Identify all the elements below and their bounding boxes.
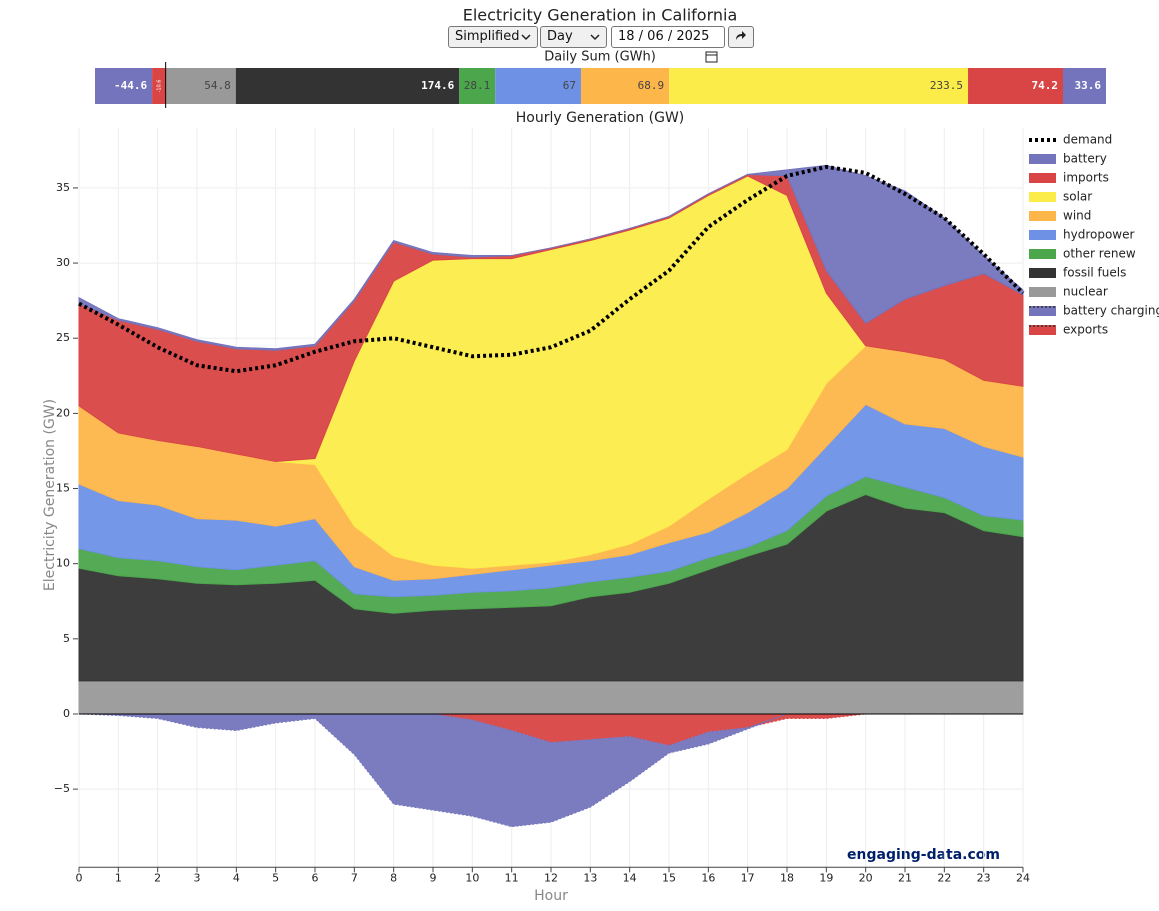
legend-label: hydropower bbox=[1063, 228, 1134, 242]
y-tick-label: 35 bbox=[56, 181, 70, 194]
hourly-title: Hourly Generation (GW) bbox=[516, 110, 685, 126]
legend-swatch bbox=[1029, 192, 1056, 202]
area bbox=[78, 713, 1023, 828]
legend-label: wind bbox=[1063, 209, 1091, 223]
period-value: Day bbox=[547, 29, 573, 44]
legend-label: demand bbox=[1063, 133, 1112, 147]
daily-segment bbox=[459, 68, 496, 104]
area bbox=[78, 680, 1024, 715]
x-axis-title: Hour bbox=[534, 888, 568, 904]
y-tick-label: 5 bbox=[63, 632, 70, 645]
daily-segment bbox=[669, 68, 969, 104]
area bbox=[79, 713, 1023, 747]
x-tick-label: 7 bbox=[351, 871, 358, 884]
daily-label: 28.1 bbox=[464, 79, 491, 92]
y-axis-title: Electricity Generation (GW) bbox=[42, 399, 58, 591]
x-tick-label: 3 bbox=[194, 871, 201, 884]
area bbox=[78, 164, 1024, 351]
legend-label: imports bbox=[1063, 171, 1109, 185]
x-tick-label: 12 bbox=[544, 871, 558, 884]
x-tick-label: 10 bbox=[465, 871, 479, 884]
legend-swatch bbox=[1029, 268, 1056, 278]
calendar-icon bbox=[705, 51, 718, 63]
daily-segment bbox=[495, 68, 581, 104]
daily-segment bbox=[165, 68, 236, 104]
x-tick-label: 11 bbox=[505, 871, 519, 884]
legend-label: fossil fuels bbox=[1063, 266, 1126, 280]
legend-swatch bbox=[1029, 306, 1056, 316]
demand-line bbox=[78, 164, 1025, 374]
y-tick-label: 20 bbox=[56, 406, 70, 419]
daily-segment bbox=[580, 68, 670, 104]
chevron bbox=[590, 34, 600, 41]
x-tick-label: 0 bbox=[76, 871, 83, 884]
x-tick-label: 20 bbox=[859, 871, 873, 884]
watermark: engaging-data.com bbox=[847, 847, 1000, 863]
y-tick-label: 10 bbox=[56, 557, 70, 570]
chevron bbox=[521, 34, 531, 41]
mode-select[interactable]: Simplified bbox=[448, 26, 538, 48]
share-button[interactable] bbox=[728, 26, 754, 48]
x-tick-label: 13 bbox=[583, 871, 597, 884]
page-title: Electricity Generation in California bbox=[463, 6, 738, 25]
legend-swatch bbox=[1029, 249, 1056, 259]
x-tick-label: 6 bbox=[312, 871, 319, 884]
daily-label: -44.6 bbox=[114, 79, 147, 92]
date-input[interactable]: 18 / 06 / 2025 bbox=[611, 26, 725, 63]
x-tick-label: 16 bbox=[701, 871, 715, 884]
x-tick-label: 21 bbox=[898, 871, 912, 884]
x-tick-label: 15 bbox=[662, 871, 676, 884]
daily-label: 54.8 bbox=[204, 79, 231, 92]
legend-label: exports bbox=[1063, 323, 1108, 337]
daily-label: 174.6 bbox=[421, 79, 454, 92]
date-value: 18 / 06 / 2025 bbox=[618, 29, 710, 44]
x-tick-label: 17 bbox=[741, 871, 755, 884]
daily-segment bbox=[968, 68, 1063, 104]
legend-swatch bbox=[1029, 287, 1056, 297]
daily-label: 74.2 bbox=[1031, 79, 1058, 92]
legend-label: battery bbox=[1063, 152, 1107, 166]
x-tick-label: 2 bbox=[154, 871, 161, 884]
legend-swatch bbox=[1029, 325, 1056, 335]
daily-label: 67 bbox=[563, 79, 576, 92]
y-tick-label: 15 bbox=[56, 482, 70, 495]
legend-swatch bbox=[1029, 173, 1056, 183]
legend-label: battery charging bbox=[1063, 304, 1159, 318]
legend-label: solar bbox=[1063, 190, 1092, 204]
x-tick-label: 8 bbox=[390, 871, 397, 884]
x-tick-label: 24 bbox=[1016, 871, 1030, 884]
daily-label: 233.5 bbox=[930, 79, 963, 92]
x-tick-label: 14 bbox=[623, 871, 637, 884]
legend-label: nuclear bbox=[1063, 285, 1108, 299]
daily-segment bbox=[152, 68, 166, 104]
y-tick-label: 30 bbox=[56, 256, 70, 269]
x-tick-label: 4 bbox=[233, 871, 240, 884]
daily-label: -10.6 bbox=[156, 80, 162, 93]
x-tick-label: 5 bbox=[272, 871, 279, 884]
x-tick-label: 9 bbox=[430, 871, 437, 884]
share-icon bbox=[736, 31, 746, 40]
x-tick-label: 23 bbox=[977, 871, 991, 884]
mode-value: Simplified bbox=[455, 29, 520, 44]
daily-segment bbox=[235, 68, 460, 104]
x-tick-label: 19 bbox=[819, 871, 833, 884]
legend-label: other renew bbox=[1063, 247, 1136, 261]
x-tick-label: 18 bbox=[780, 871, 794, 884]
daily-label: 33.6 bbox=[1075, 79, 1102, 92]
y-tick-label: 25 bbox=[56, 331, 70, 344]
period-select[interactable]: Day bbox=[540, 26, 607, 48]
daily-segment bbox=[95, 68, 153, 104]
x-tick-label: 1 bbox=[115, 871, 122, 884]
legend-swatch bbox=[1029, 154, 1056, 164]
daily-segment bbox=[1062, 68, 1106, 104]
daily-sum-title: Daily Sum (GWh) bbox=[544, 50, 656, 65]
legend-swatch bbox=[1029, 230, 1056, 240]
daily-label: 68.9 bbox=[638, 79, 665, 92]
y-tick-label: −5 bbox=[54, 782, 70, 795]
y-tick-label: 0 bbox=[63, 707, 70, 720]
legend-swatch bbox=[1029, 211, 1056, 221]
x-tick-label: 22 bbox=[937, 871, 951, 884]
